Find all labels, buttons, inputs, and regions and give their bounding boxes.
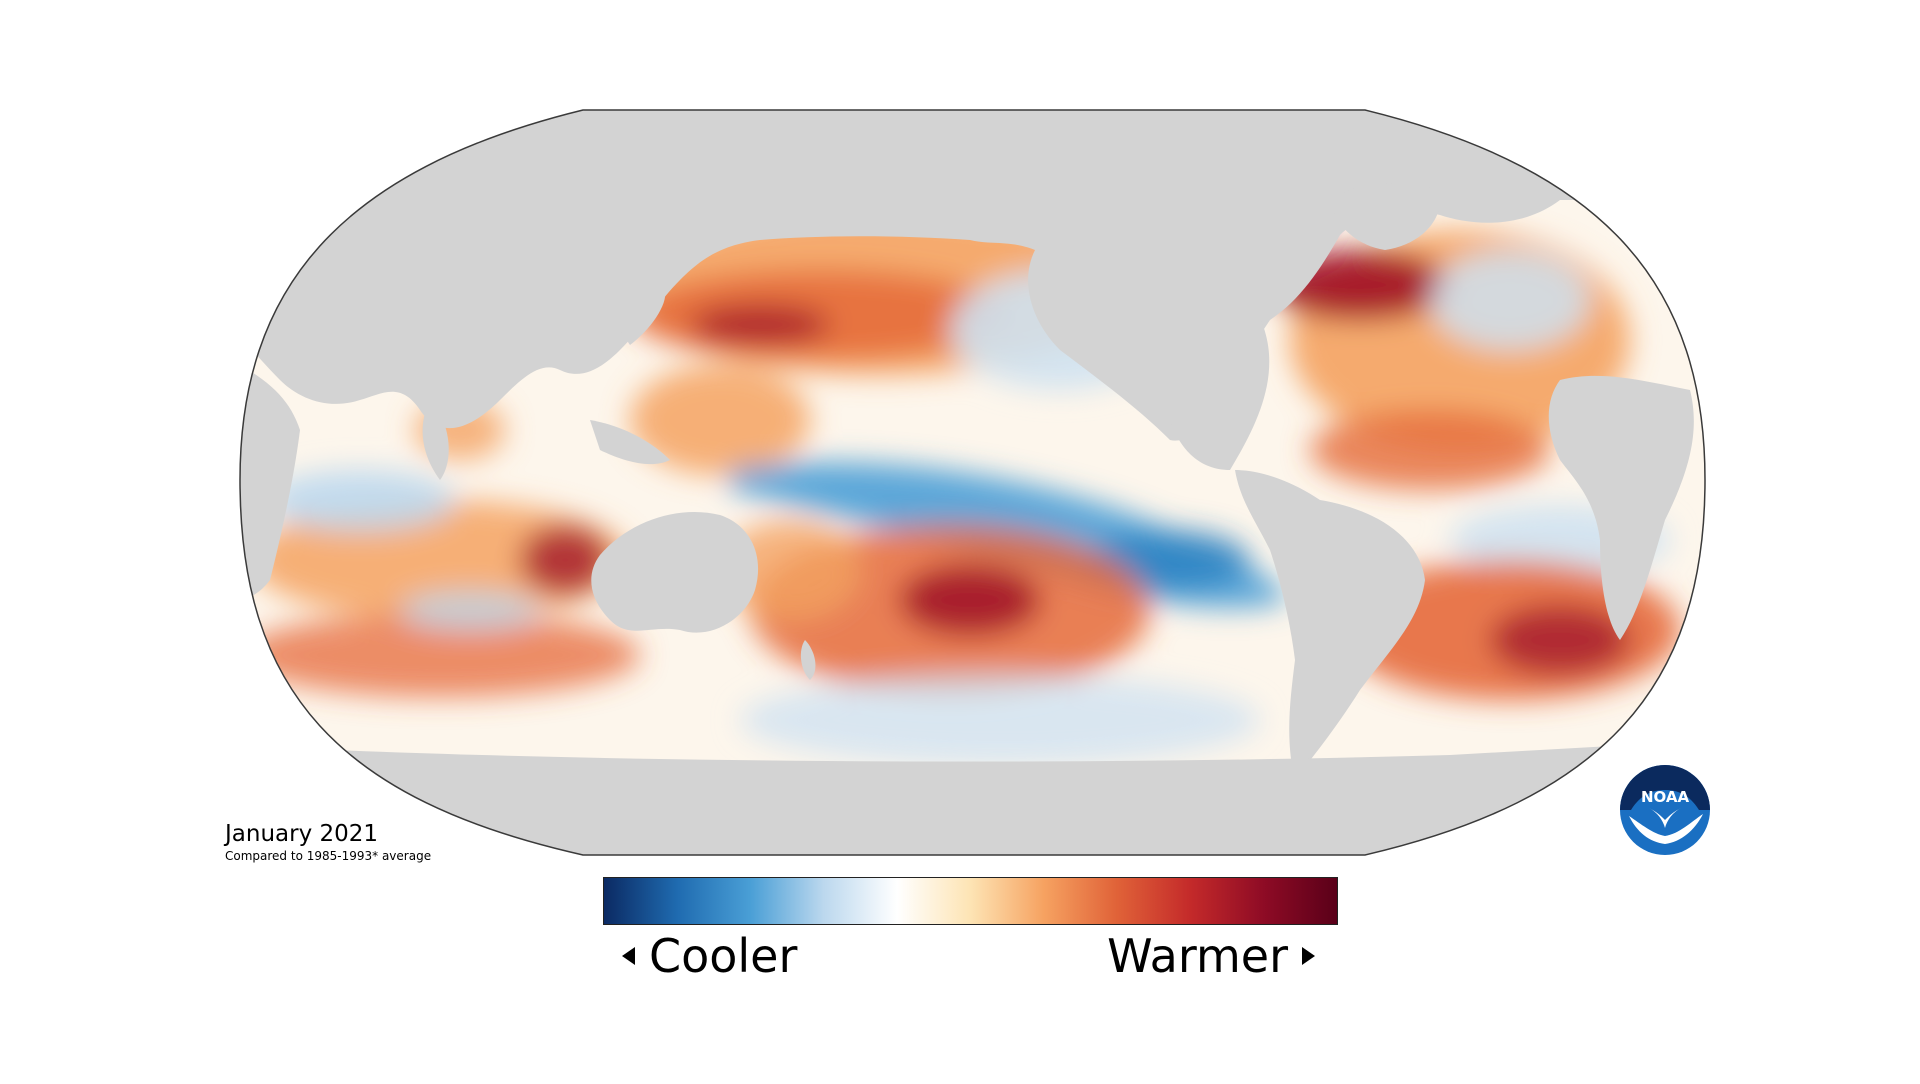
anomaly-indian-south-warm <box>240 613 640 697</box>
noaa-logo-icon: NOAA <box>1620 765 1710 855</box>
landmass-japan <box>620 290 666 345</box>
arrow-left-icon <box>622 947 635 965</box>
map-caption: January 2021 Compared to 1985-1993* aver… <box>225 820 431 864</box>
anomaly-west-australia-warm <box>520 525 610 595</box>
anomaly-southern-ocean-cool <box>740 675 1260 765</box>
landmass-indonesia <box>590 420 670 465</box>
landmass-australia <box>591 511 759 633</box>
landmass-eurasia-americas <box>240 110 1705 441</box>
anomaly-south-atlantic-strong <box>1490 605 1630 675</box>
anomaly-subpolar-cool <box>1430 250 1590 350</box>
landmass-antarctica <box>240 740 1705 855</box>
caption-subtitle: Compared to 1985-1993* average <box>225 849 432 863</box>
caption-title: January 2021 <box>225 821 379 847</box>
legend-cooler: Cooler <box>622 928 797 984</box>
landmass-new-zealand <box>800 640 816 680</box>
landmass-india <box>422 400 449 480</box>
noaa-logo-text: NOAA <box>1641 788 1690 806</box>
color-scale-bar <box>603 877 1338 925</box>
legend-warmer-label: Warmer <box>1107 929 1288 983</box>
landmass-south-america <box>1235 470 1425 780</box>
anomaly-indian-cool-south <box>400 592 540 628</box>
anomaly-indian-warm <box>250 500 630 620</box>
landmass-greenland <box>1330 183 1441 250</box>
noaa-logo: NOAA <box>1619 764 1711 856</box>
anomaly-south-pacific-strong <box>900 565 1040 635</box>
landmass-north-america <box>1170 300 1270 470</box>
globe-outline <box>239 109 1706 856</box>
anomaly-indian-cool <box>265 470 455 530</box>
anomaly-tropical-atlantic-warm <box>1310 410 1550 490</box>
legend-warmer: Warmer <box>1107 928 1315 984</box>
arrow-right-icon <box>1302 947 1315 965</box>
legend-cooler-label: Cooler <box>649 929 798 983</box>
anomaly-west-pacific-warm <box>630 365 810 475</box>
landmass-africa-east <box>240 360 300 600</box>
anomaly-kuroshio-strong <box>690 305 830 345</box>
anomaly-tasman-warm <box>720 520 860 620</box>
landmasses <box>240 110 1705 855</box>
landmass-africa-west <box>1548 375 1694 640</box>
